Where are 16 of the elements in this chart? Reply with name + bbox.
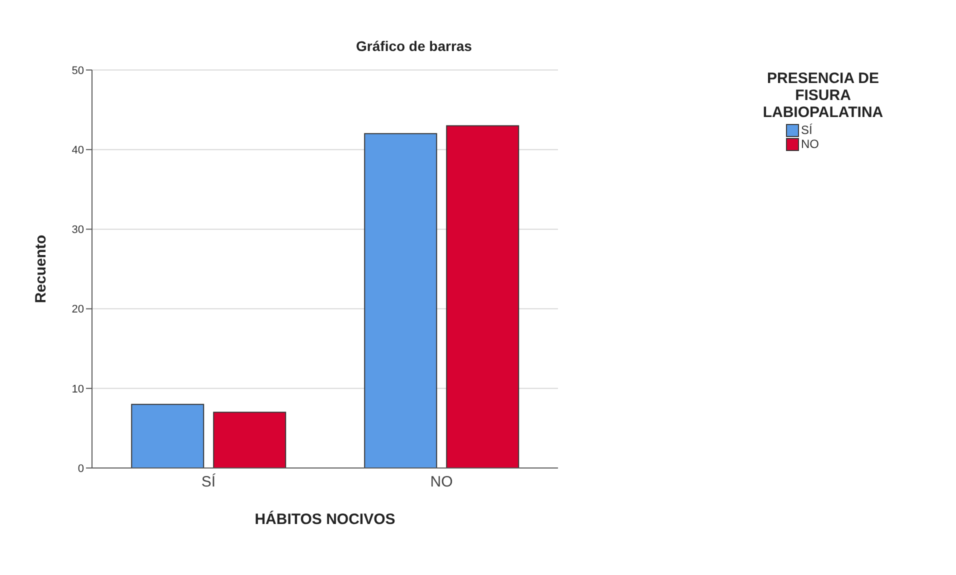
chart-title: Gráfico de barras bbox=[355, 38, 473, 54]
y-axis-title: Recuento bbox=[32, 234, 50, 304]
bar bbox=[213, 412, 286, 468]
y-tick-label: 30 bbox=[72, 224, 84, 236]
legend-label: SÍ bbox=[800, 123, 814, 137]
bar bbox=[446, 125, 520, 468]
y-tick-label: 50 bbox=[72, 64, 84, 77]
bar bbox=[364, 133, 438, 468]
x-axis-title: HÁBITOS NOCIVOS bbox=[254, 510, 396, 528]
y-tick-label: 20 bbox=[72, 304, 84, 316]
y-tick-label: 0 bbox=[78, 462, 84, 475]
legend-title: PRESENCIA DE FISURA LABIOPALATINA bbox=[762, 70, 884, 121]
y-tick-label: 10 bbox=[72, 383, 84, 396]
bar bbox=[131, 404, 204, 468]
y-tick-label: 40 bbox=[72, 144, 84, 157]
legend-label: NO bbox=[800, 137, 820, 151]
